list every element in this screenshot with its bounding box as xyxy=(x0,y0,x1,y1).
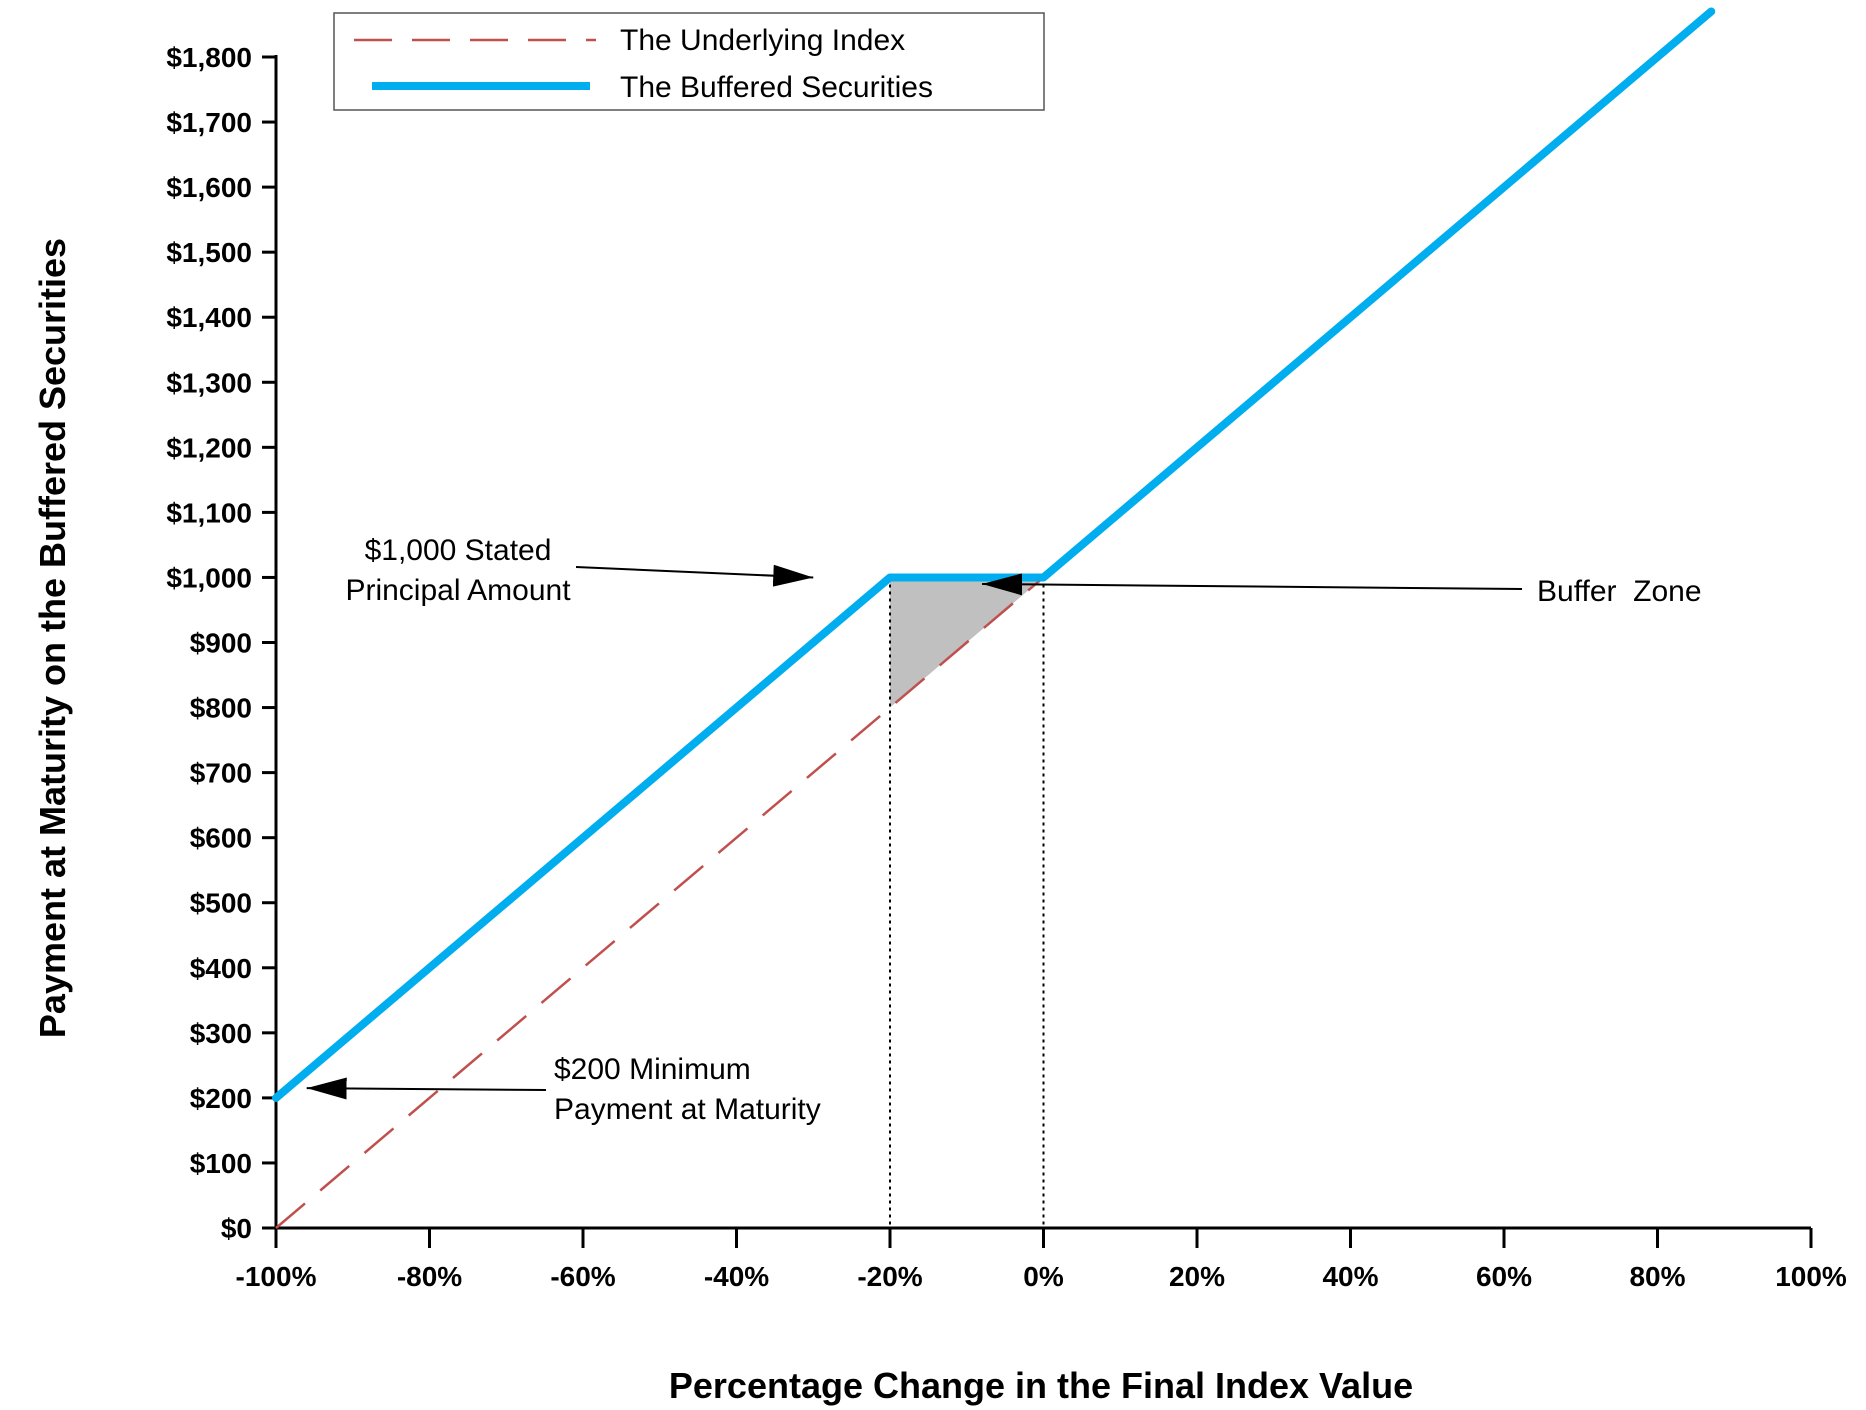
annotation-principal-line1: $1,000 Stated xyxy=(365,534,552,567)
series-layer xyxy=(272,7,1716,1229)
y-tick-label: $900 xyxy=(190,628,252,659)
x-tick-label: -80% xyxy=(397,1261,462,1292)
y-tick-label: $1,200 xyxy=(166,432,252,463)
y-tick-label: $500 xyxy=(190,888,252,919)
legend-box xyxy=(333,12,1045,111)
y-tick-label: $1,800 xyxy=(166,42,252,73)
y-tick-label: $700 xyxy=(190,758,252,789)
annotation-principal-line2: Principal Amount xyxy=(345,574,571,607)
y-axis-title: Payment at Maturity on the Buffered Secu… xyxy=(32,238,73,1038)
x-tick-label: 60% xyxy=(1476,1261,1532,1292)
x-tick-label: -20% xyxy=(857,1261,922,1292)
series-underlying-index-line xyxy=(275,576,1045,1229)
x-tick-label: 0% xyxy=(1023,1261,1064,1292)
y-tick-label: $1,600 xyxy=(166,172,252,203)
annotation-buffer-zone: Buffer Zone xyxy=(1537,575,1702,608)
y-tick-label: $1,100 xyxy=(166,497,252,528)
x-ticks: -100% -80% -60% -40% -20% 0% 20% 40% 60% 80% 100% xyxy=(236,1228,1847,1292)
annotation-principal-arrow xyxy=(575,564,814,587)
annotation-minimum-line1: $200 Minimum xyxy=(554,1053,751,1086)
legend-label-buffered-securities: The Buffered Securities xyxy=(620,71,933,104)
x-tick-label: 40% xyxy=(1322,1261,1378,1292)
y-tick-label: $300 xyxy=(190,1018,252,1049)
y-tick-label: $800 xyxy=(190,693,252,724)
legend: The Underlying Index The Buffered Securi… xyxy=(333,12,1045,111)
legend-label-underlying-index: The Underlying Index xyxy=(620,24,905,57)
series-buffered-securities-line xyxy=(272,7,1716,1102)
y-tick-label: $1,300 xyxy=(166,367,252,398)
annotation-minimum-arrow xyxy=(306,1077,547,1100)
x-tick-label: 80% xyxy=(1629,1261,1685,1292)
x-tick-label: 100% xyxy=(1775,1261,1847,1292)
y-tick-label: $100 xyxy=(190,1148,252,1179)
y-tick-label: $600 xyxy=(190,823,252,854)
y-ticks: $0 $100 $200 $300 $400 $500 $600 $700 $800 $900 $1… xyxy=(166,42,276,1244)
annotation-buffer-arrow xyxy=(982,573,1523,596)
x-tick-label: -40% xyxy=(704,1261,769,1292)
x-tick-label: -60% xyxy=(550,1261,615,1292)
y-tick-label: $1,700 xyxy=(166,107,252,138)
y-tick-label: $1,400 xyxy=(166,302,252,333)
x-axis-title: Percentage Change in the Final Index Val… xyxy=(669,1365,1413,1406)
x-tick-label: 20% xyxy=(1169,1261,1225,1292)
y-tick-label: $200 xyxy=(190,1083,252,1114)
y-tick-label: $1,000 xyxy=(166,562,252,593)
annotation-minimum-line2: Payment at Maturity xyxy=(554,1093,821,1126)
annotations: $1,000 Stated Principal Amount Buffer Zo… xyxy=(306,534,1702,1126)
y-tick-label: $0 xyxy=(221,1213,252,1244)
x-tick-label: -100% xyxy=(236,1261,317,1292)
y-tick-label: $1,500 xyxy=(166,237,252,268)
y-tick-label: $400 xyxy=(190,953,252,984)
